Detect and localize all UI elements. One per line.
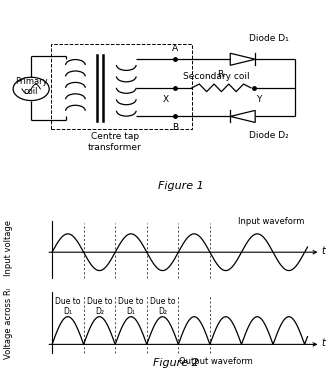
Bar (51, 45, 192, 129)
Text: t: t (322, 246, 326, 256)
Text: Y: Y (256, 95, 261, 104)
Text: Due to
D₁: Due to D₁ (55, 297, 81, 316)
Text: X: X (163, 95, 169, 104)
Text: Output waveform: Output waveform (179, 357, 253, 366)
Text: B: B (173, 123, 178, 132)
Text: Due to
D₂: Due to D₂ (150, 297, 175, 316)
Text: Due to
D₂: Due to D₂ (87, 297, 112, 316)
Text: t: t (322, 338, 326, 348)
Text: Figure 1: Figure 1 (157, 181, 203, 191)
Text: Diode D₁: Diode D₁ (249, 34, 289, 43)
Text: A: A (173, 44, 178, 53)
Text: Input voltage: Input voltage (4, 220, 13, 276)
Text: Due to
D₁: Due to D₁ (118, 297, 144, 316)
Text: Rₗ: Rₗ (217, 70, 225, 79)
Text: Diode D₂: Diode D₂ (249, 131, 289, 140)
Text: Input waveform: Input waveform (238, 217, 305, 226)
Text: Centre tap
transformer: Centre tap transformer (88, 132, 142, 152)
Text: Figure 2: Figure 2 (153, 358, 198, 368)
Text: Voltage across Rₗ: Voltage across Rₗ (4, 288, 13, 359)
Text: Primary
coil: Primary coil (15, 77, 48, 96)
Text: Secondary coil: Secondary coil (183, 72, 250, 81)
